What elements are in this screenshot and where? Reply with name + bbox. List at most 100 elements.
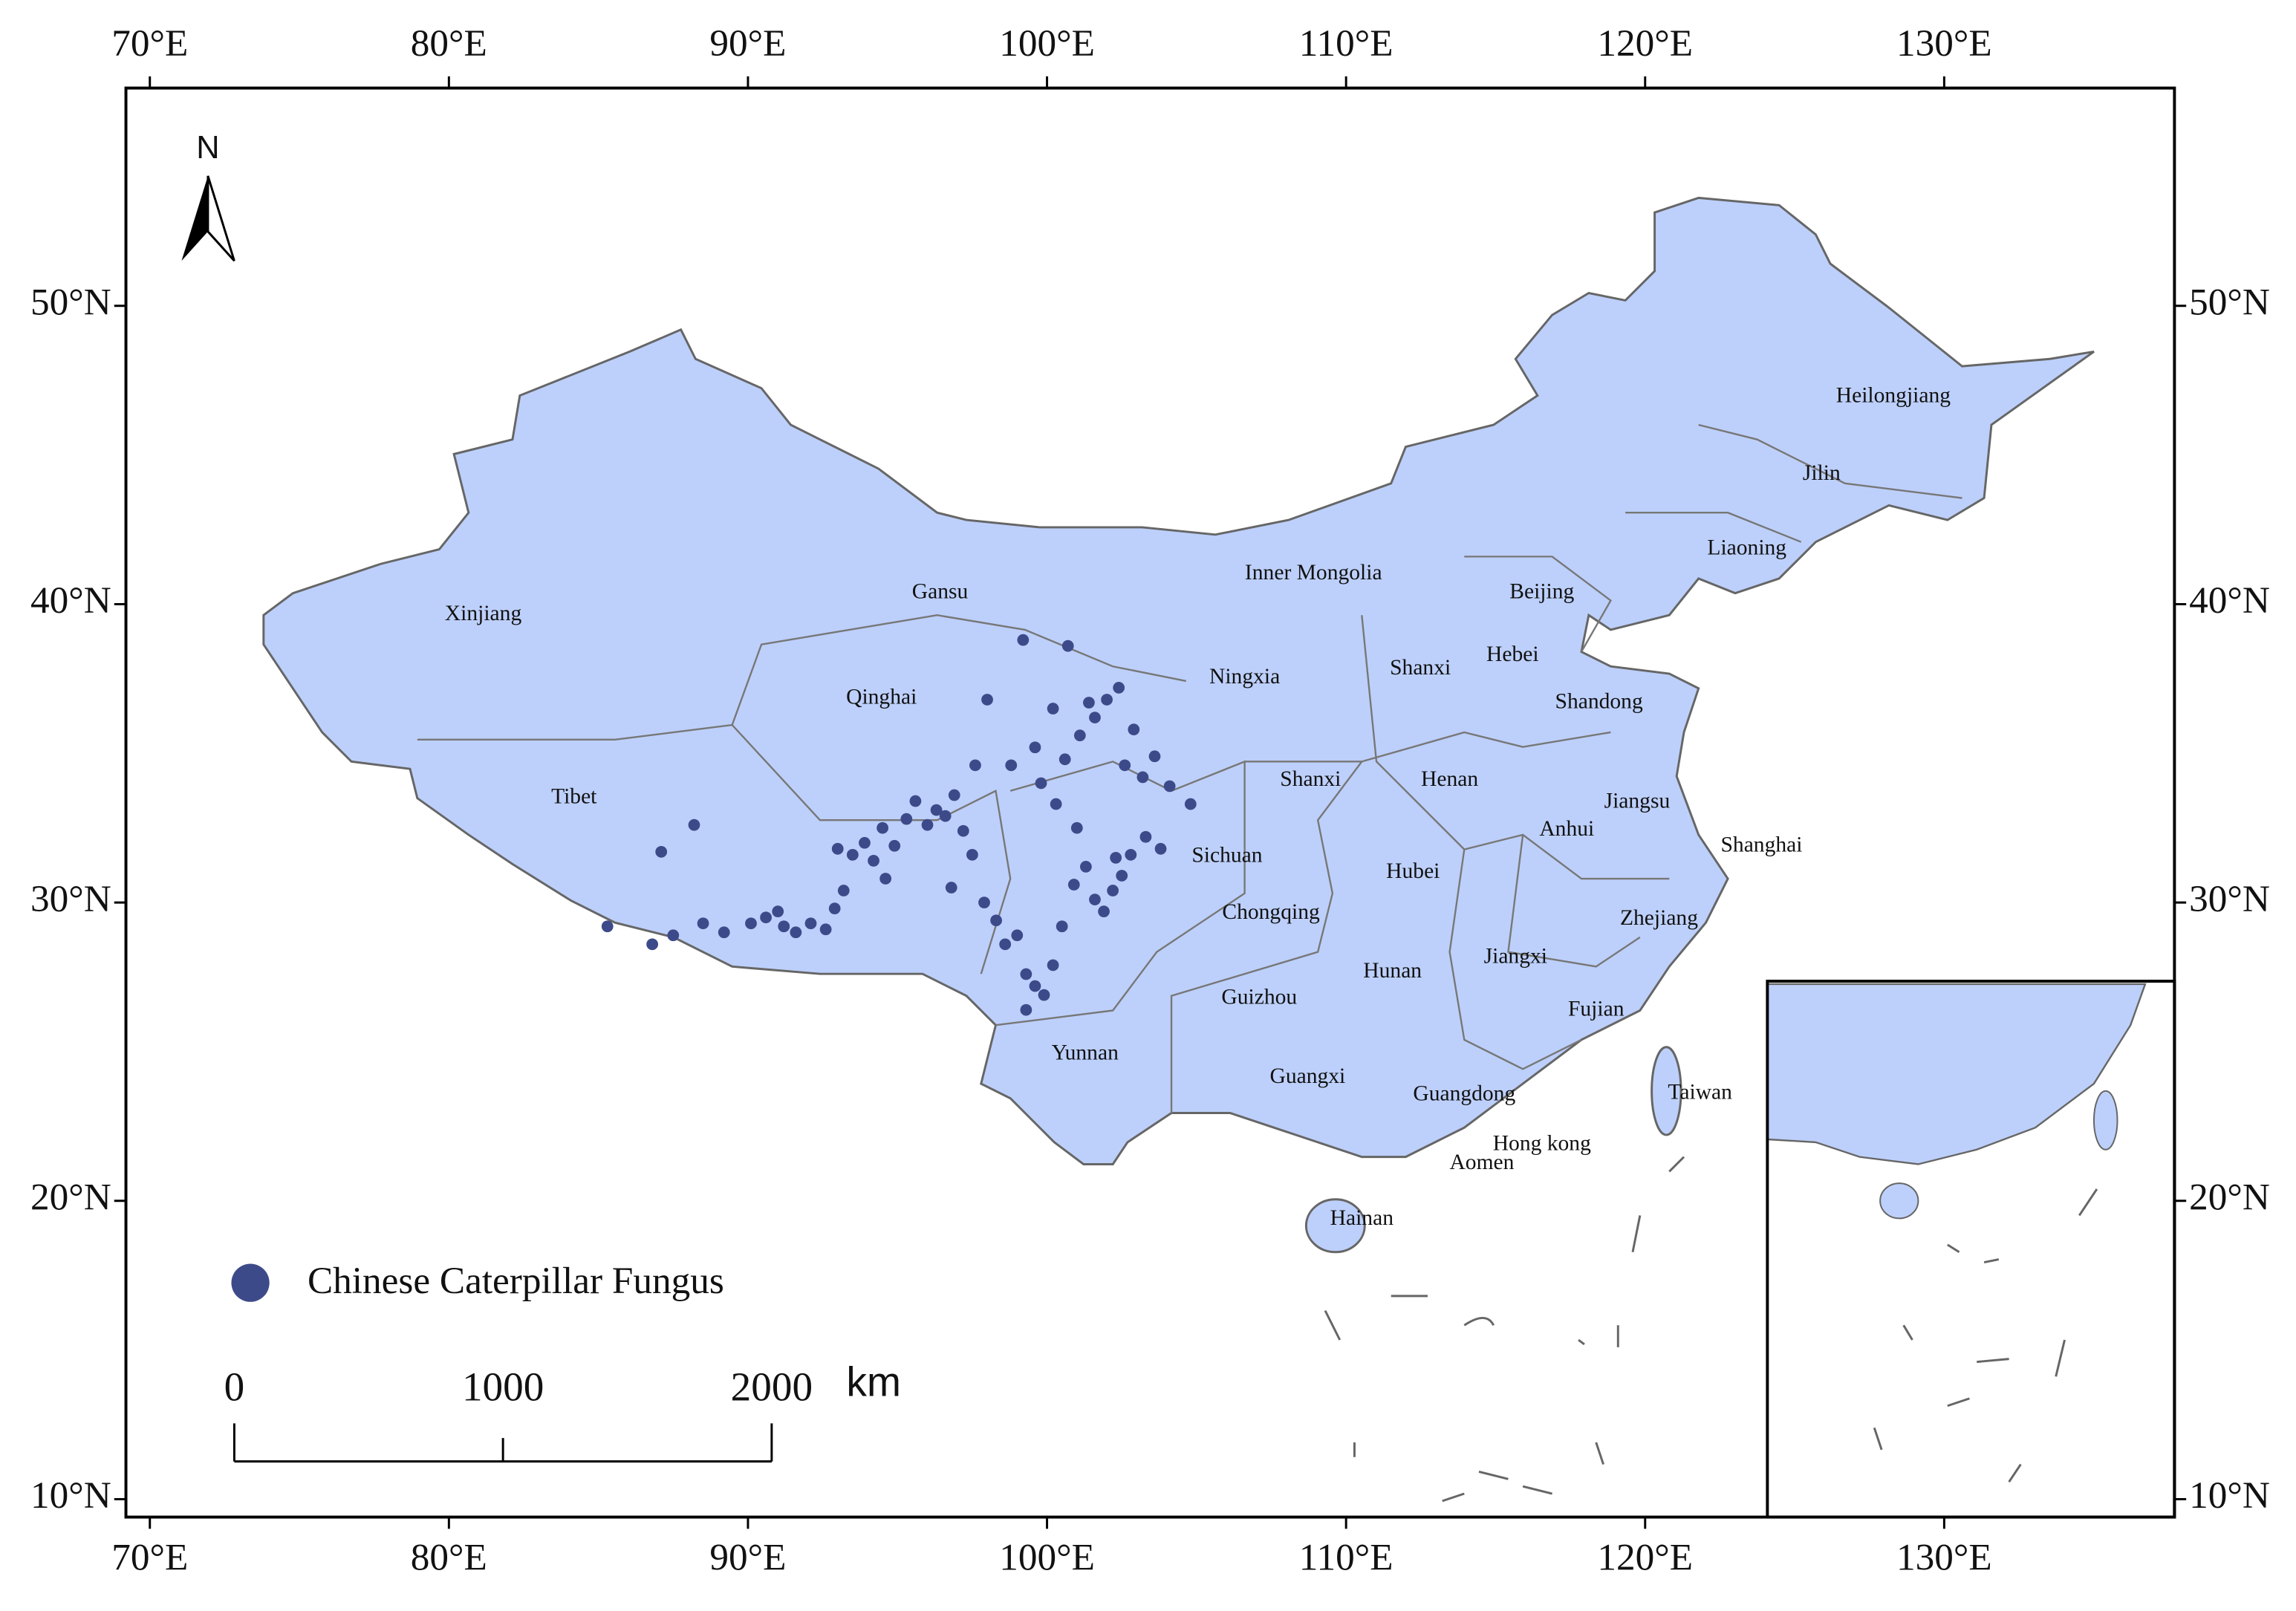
- occurrence-point: [939, 810, 952, 822]
- occurrence-point: [1113, 682, 1125, 694]
- region-label: Shandong: [1555, 689, 1643, 713]
- region-label: Jiangxi: [1484, 944, 1547, 968]
- border: [417, 614, 1186, 741]
- occurrence-point: [909, 795, 922, 807]
- china-mainland: [262, 196, 2095, 1165]
- occurrence-point: [930, 804, 943, 816]
- border: [1464, 556, 1612, 653]
- border: [1507, 834, 1641, 968]
- region-label: Ningxia: [1209, 665, 1280, 689]
- border: [1625, 512, 1802, 543]
- y-tick-label-left: 30°N: [30, 878, 111, 920]
- region-label: Fujian: [1568, 997, 1625, 1021]
- y-tick-label-left: 40°N: [30, 579, 111, 622]
- north-arrow-left: [181, 175, 208, 261]
- occurrence-point: [1017, 634, 1030, 646]
- occurrence-point: [1061, 639, 1074, 652]
- region-label: Shanghai: [1720, 833, 1802, 856]
- north-label: N: [196, 130, 219, 166]
- occurrence-point: [1029, 980, 1041, 992]
- island-line: [1873, 1188, 2098, 1483]
- occurrence-point: [655, 845, 668, 858]
- region-label: Inner Mongolia: [1245, 561, 1382, 585]
- occurrence-point: [1047, 959, 1059, 972]
- land: [262, 196, 2095, 1254]
- occurrence-point: [1098, 905, 1110, 918]
- x-tick-label-bottom: 80°E: [411, 1536, 487, 1578]
- occurrence-point: [879, 873, 892, 885]
- region-label: Anhui: [1539, 817, 1594, 841]
- scale-bar-label: 2000: [731, 1364, 813, 1410]
- x-tick-label-top: 80°E: [411, 22, 487, 65]
- occurrence-point: [999, 938, 1012, 951]
- region-label: Guangxi: [1269, 1064, 1345, 1088]
- occurrence-point: [790, 926, 802, 939]
- region-label: Hainan: [1330, 1206, 1394, 1230]
- occurrence-point: [804, 917, 817, 930]
- legend: Chinese Caterpillar Fungus: [231, 1260, 724, 1302]
- occurrence-point: [990, 914, 1003, 927]
- region-label: Aomen: [1449, 1151, 1514, 1174]
- scale-bar-label: 0: [224, 1364, 245, 1410]
- x-tick-label-top: 130°E: [1896, 22, 1992, 65]
- occurrence-point: [1125, 848, 1137, 861]
- occurrence-point: [718, 926, 730, 939]
- y-tick-label-right: 30°N: [2189, 878, 2270, 920]
- occurrence-point: [1047, 703, 1059, 715]
- occurrence-point: [1128, 723, 1140, 736]
- scale-bar-label: 1000: [462, 1364, 544, 1410]
- y-tick-label-left: 20°N: [30, 1176, 111, 1219]
- x-tick-label-top: 90°E: [709, 22, 786, 65]
- inset-islands: [1873, 1188, 2098, 1483]
- border: [1361, 615, 1670, 880]
- occurrence-point: [601, 920, 614, 933]
- occurrence-point: [1020, 968, 1032, 980]
- occurrence-point: [1139, 830, 1152, 843]
- border: [1244, 731, 1611, 763]
- island-line: [1324, 1156, 1685, 1503]
- region-label: Beijing: [1509, 579, 1574, 603]
- occurrence-point: [1136, 771, 1149, 784]
- occurrence-point: [948, 789, 960, 801]
- occurrence-point: [1089, 894, 1101, 905]
- region-label: Sichuan: [1191, 843, 1262, 867]
- border: [1698, 423, 1962, 499]
- y-tick-label-right: 20°N: [2189, 1176, 2270, 1219]
- region-label: Heilongjiang: [1836, 383, 1951, 407]
- occurrence-point: [966, 848, 978, 861]
- occurrence-point: [772, 905, 784, 918]
- occurrence-point: [888, 839, 901, 852]
- occurrence-point: [1020, 1003, 1032, 1016]
- y-tick-label-left: 50°N: [30, 281, 111, 324]
- occurrence-point: [978, 896, 990, 909]
- border: [1448, 849, 1582, 1070]
- occurrence-point: [877, 821, 889, 834]
- occurrence-point: [1050, 798, 1062, 810]
- occurrence-point: [1073, 729, 1086, 742]
- occurrence-point: [846, 848, 859, 861]
- occurrence-point: [1005, 759, 1018, 772]
- region-label: Shanxi: [1280, 767, 1341, 791]
- inset: [1766, 980, 2176, 1519]
- occurrence-point: [646, 938, 659, 951]
- region-label: Liaoning: [1707, 536, 1786, 559]
- occurrence-point: [1056, 920, 1068, 933]
- region-label: Chongqing: [1222, 900, 1320, 924]
- hainan: [1304, 1198, 1366, 1254]
- region-label: Yunnan: [1052, 1041, 1119, 1064]
- map-frame: [124, 86, 2176, 1519]
- north-arrow-right: [206, 175, 235, 262]
- taiwan: [1651, 1046, 1682, 1136]
- region-label: Jiangsu: [1604, 789, 1671, 813]
- occurrence-point: [921, 818, 934, 831]
- x-tick-label-top: 120°E: [1597, 22, 1693, 65]
- region-label: Xinjiang: [445, 602, 522, 625]
- occurrence-point: [1070, 821, 1083, 834]
- occurrence-point: [760, 911, 772, 924]
- occurrence-point: [1107, 885, 1119, 896]
- occurrence-point: [667, 929, 680, 942]
- x-tick-label-top: 70°E: [111, 22, 188, 65]
- occurrence-point: [859, 836, 871, 849]
- y-tick-label-right: 50°N: [2189, 281, 2270, 324]
